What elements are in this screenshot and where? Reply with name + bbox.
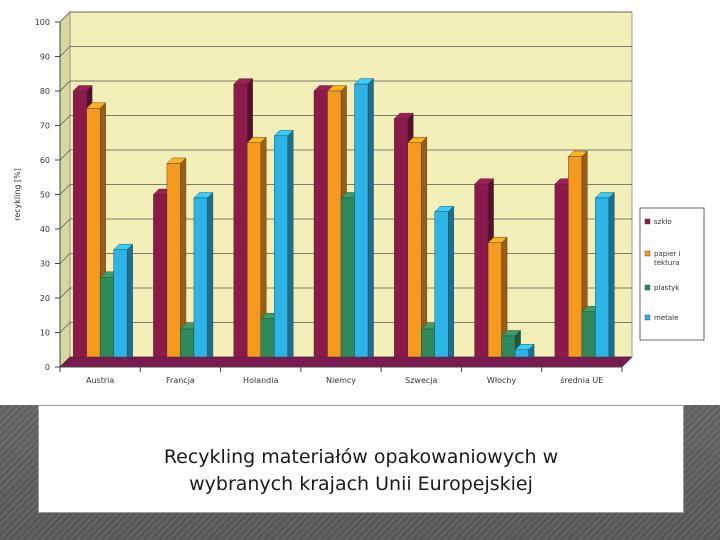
bar-chart: 0 10 20 30 40 50 60 70 80 90 100 recykling [%] Austr… (13, 11, 705, 385)
gridline-diagonal (59, 287, 71, 299)
gridline-diagonal (59, 149, 71, 161)
y-tick-label: 40 (40, 225, 50, 234)
bar (568, 156, 583, 368)
gridline-diagonal (59, 322, 71, 333)
plot-floor (59, 356, 633, 368)
caption-line-2: wybranych krajach Unii Europejskiej (189, 473, 533, 495)
bar (72, 90, 87, 368)
bar (193, 197, 208, 368)
bar (487, 242, 502, 368)
bar (327, 90, 342, 368)
bar (354, 83, 369, 368)
bar (554, 183, 569, 368)
x-tick-label: Szwecja (405, 376, 437, 385)
x-tick-label: średnia UE (560, 375, 603, 385)
chart-panel: 0 10 20 30 40 50 60 70 80 90 100 recykling [%] Austr… (0, 0, 720, 405)
chart-caption: Recykling materiałów opakowaniowych w wy… (39, 444, 683, 498)
y-tick-label: 100 (35, 18, 50, 27)
y-tick-label: 90 (40, 53, 50, 62)
bar (153, 194, 168, 368)
y-tick-label: 0 (45, 363, 50, 372)
bar (274, 135, 288, 368)
bar (247, 142, 261, 368)
bar (99, 277, 114, 368)
y-tick-label: 10 (40, 329, 50, 338)
caption-line-1: Recykling materiałów opakowaniowych w (163, 446, 559, 468)
legend-swatch (644, 314, 651, 321)
bar-side (287, 129, 294, 368)
bar-side (608, 191, 615, 368)
bar-side (207, 191, 214, 368)
x-tick-label: Francja (166, 376, 195, 385)
bar (313, 90, 328, 368)
bar (340, 197, 355, 368)
y-tick-label: 30 (40, 260, 50, 269)
legend-swatch (644, 250, 651, 257)
gridline-diagonal (59, 184, 71, 195)
legend-label: szkło (654, 218, 672, 226)
bar (407, 142, 422, 368)
gridline-diagonal (59, 80, 71, 92)
gridline-diagonal (59, 253, 71, 264)
legend-label-cont: tektura (654, 259, 679, 267)
legend (639, 207, 705, 341)
y-tick-label: 60 (40, 156, 50, 165)
bar (166, 163, 181, 368)
bar (434, 211, 449, 368)
gridline-diagonal (59, 218, 71, 230)
legend-label: papier i (654, 250, 681, 258)
bar-side (126, 243, 133, 368)
x-tick-label: Niemcy (326, 376, 356, 385)
legend-label: plastyk (654, 284, 680, 292)
gridline-diagonal (59, 11, 71, 23)
gridline-diagonal (59, 46, 71, 57)
bar-side (448, 205, 454, 368)
y-tick-label: 50 (40, 191, 50, 200)
legend-label: metale (654, 314, 678, 322)
x-tick-label: Włochy (487, 376, 517, 385)
bar-side (367, 78, 374, 368)
bar (86, 108, 101, 368)
legend-swatch (644, 218, 651, 225)
y-tick-label: 80 (40, 87, 50, 96)
bar (474, 183, 489, 368)
x-tick-label: Holandia (243, 376, 278, 385)
bar (394, 118, 408, 368)
bar (113, 249, 128, 368)
bar (233, 83, 248, 368)
gridline-diagonal (59, 115, 71, 126)
caption-box: Recykling materiałów opakowaniowych w wy… (38, 405, 684, 513)
y-axis-label: recykling [%] (13, 168, 22, 221)
legend-swatch (644, 284, 651, 291)
y-tick-label: 20 (40, 294, 50, 303)
x-tick-label: Austria (86, 376, 114, 385)
y-tick-label: 70 (40, 122, 50, 131)
bar (595, 197, 610, 368)
